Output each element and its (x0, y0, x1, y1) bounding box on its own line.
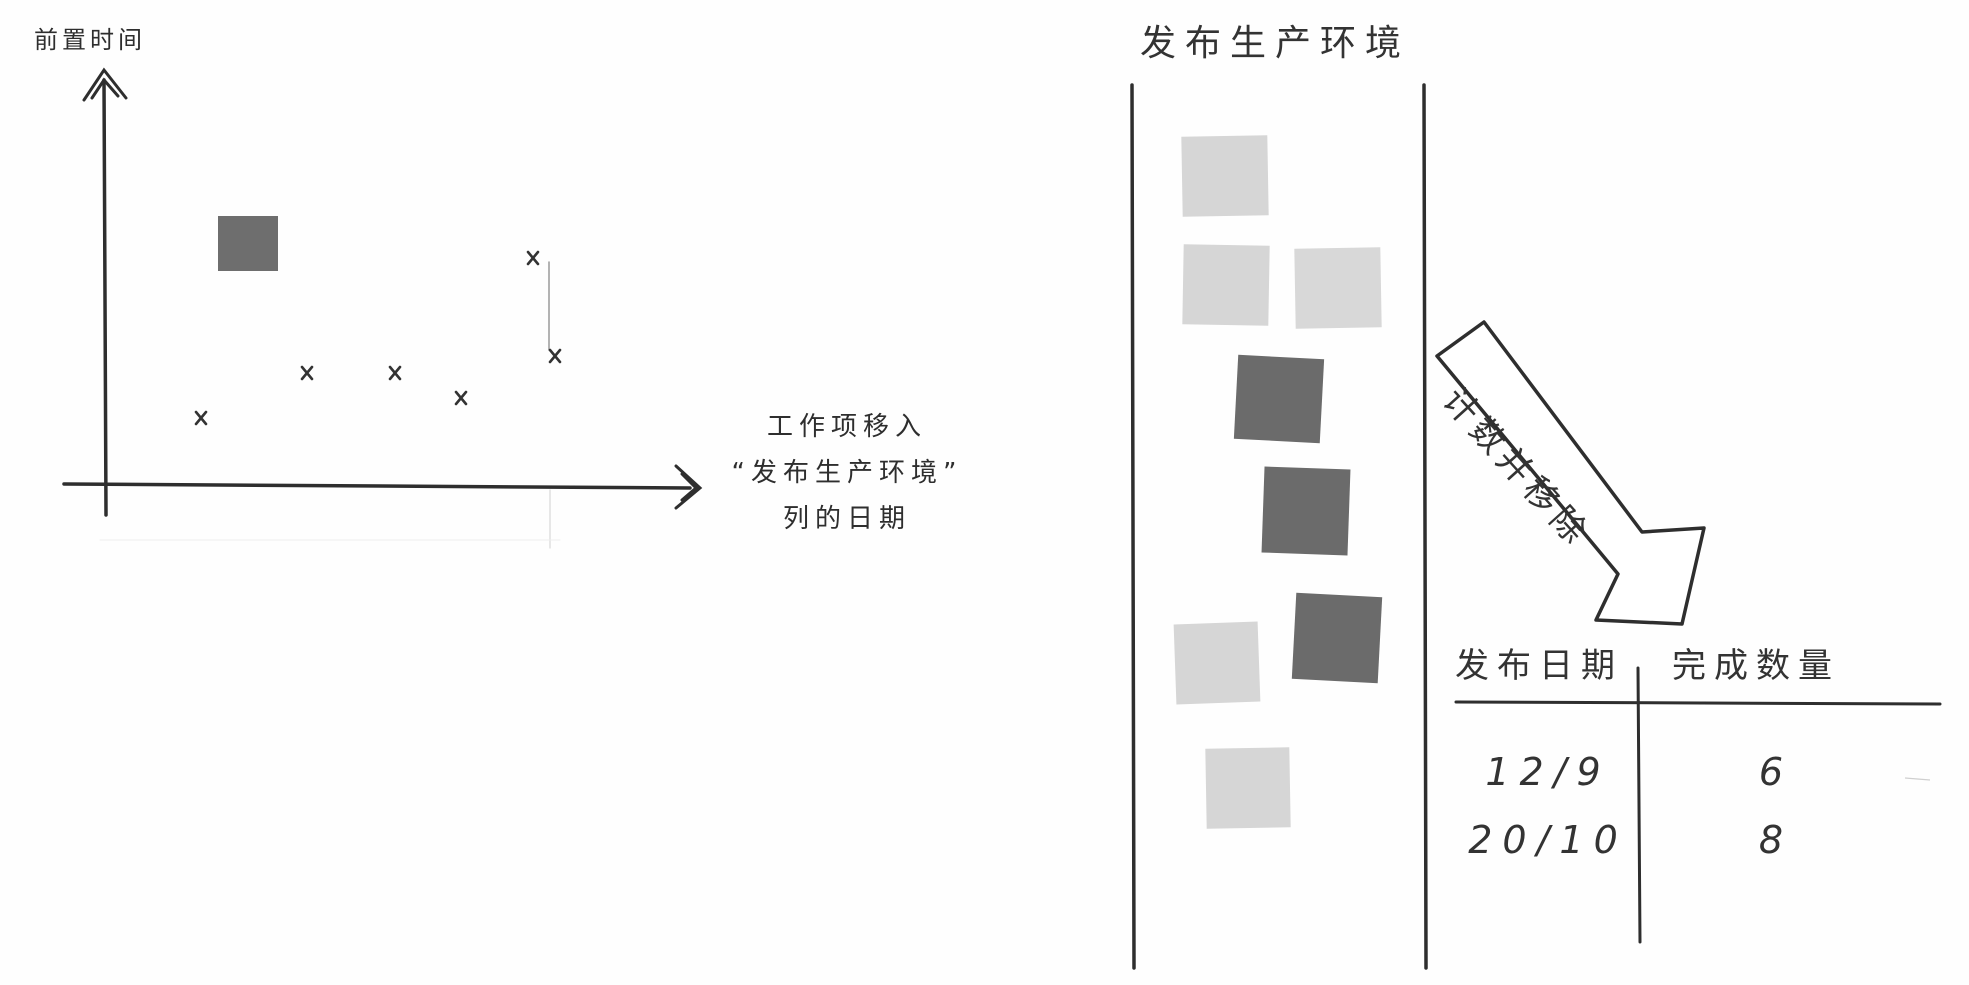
scatter-point (454, 390, 468, 406)
highlighted-item-square (218, 216, 278, 271)
column-right-border (1422, 83, 1428, 970)
y-axis-arrowhead (82, 67, 128, 102)
y-axis-line (102, 78, 108, 517)
sticky-card-dark (1261, 466, 1351, 556)
sticky-card-dark (1233, 354, 1325, 444)
sticky-card-dark (1291, 592, 1383, 684)
table-cell-date: 20/10 (1468, 818, 1628, 862)
x-axis-label-line: 列的日期 (782, 504, 911, 534)
x-axis-label-line: 工作项移入 (766, 412, 927, 442)
table-header-rule (1454, 700, 1942, 706)
scatter-points (194, 250, 562, 426)
sticky-card-light (1182, 244, 1270, 326)
scatter-point (548, 348, 562, 364)
count-and-remove-arrow (1435, 320, 1706, 626)
table-header-date: 发布日期 (1455, 646, 1623, 686)
table-header-count: 完成数量 (1672, 646, 1840, 686)
sticky-card-light (1294, 247, 1382, 329)
sticky-card-light (1173, 621, 1261, 705)
scatter-point (194, 410, 208, 426)
scatter-point (388, 365, 402, 381)
x-axis-arrowhead (674, 464, 703, 510)
scatter-plot (62, 67, 703, 549)
faint-margin-line (1904, 777, 1931, 781)
sticky-cards (1173, 135, 1383, 829)
x-axis-label-line: “发布生产环境” (731, 458, 963, 488)
scatter-point (300, 365, 314, 381)
table-cell-count: 8 (1758, 818, 1794, 862)
table-column-divider (1636, 666, 1642, 944)
x-axis-line (62, 482, 692, 490)
x-axis-label: 工作项移入 “发布生产环境” 列的日期 (692, 404, 1002, 542)
y-axis-label: 前置时间 (34, 26, 146, 54)
table-cell-count: 6 (1758, 750, 1794, 794)
scatter-point (526, 250, 540, 266)
column-left-border (1130, 83, 1136, 970)
sticky-card-light (1181, 135, 1269, 217)
kanban-column-borders (1130, 83, 1428, 970)
completion-table-lines (1454, 666, 1942, 944)
sticky-card-light (1205, 747, 1291, 829)
kanban-column-title: 发布生产环境 (1140, 23, 1411, 64)
table-cell-date: 12/9 (1485, 750, 1611, 794)
